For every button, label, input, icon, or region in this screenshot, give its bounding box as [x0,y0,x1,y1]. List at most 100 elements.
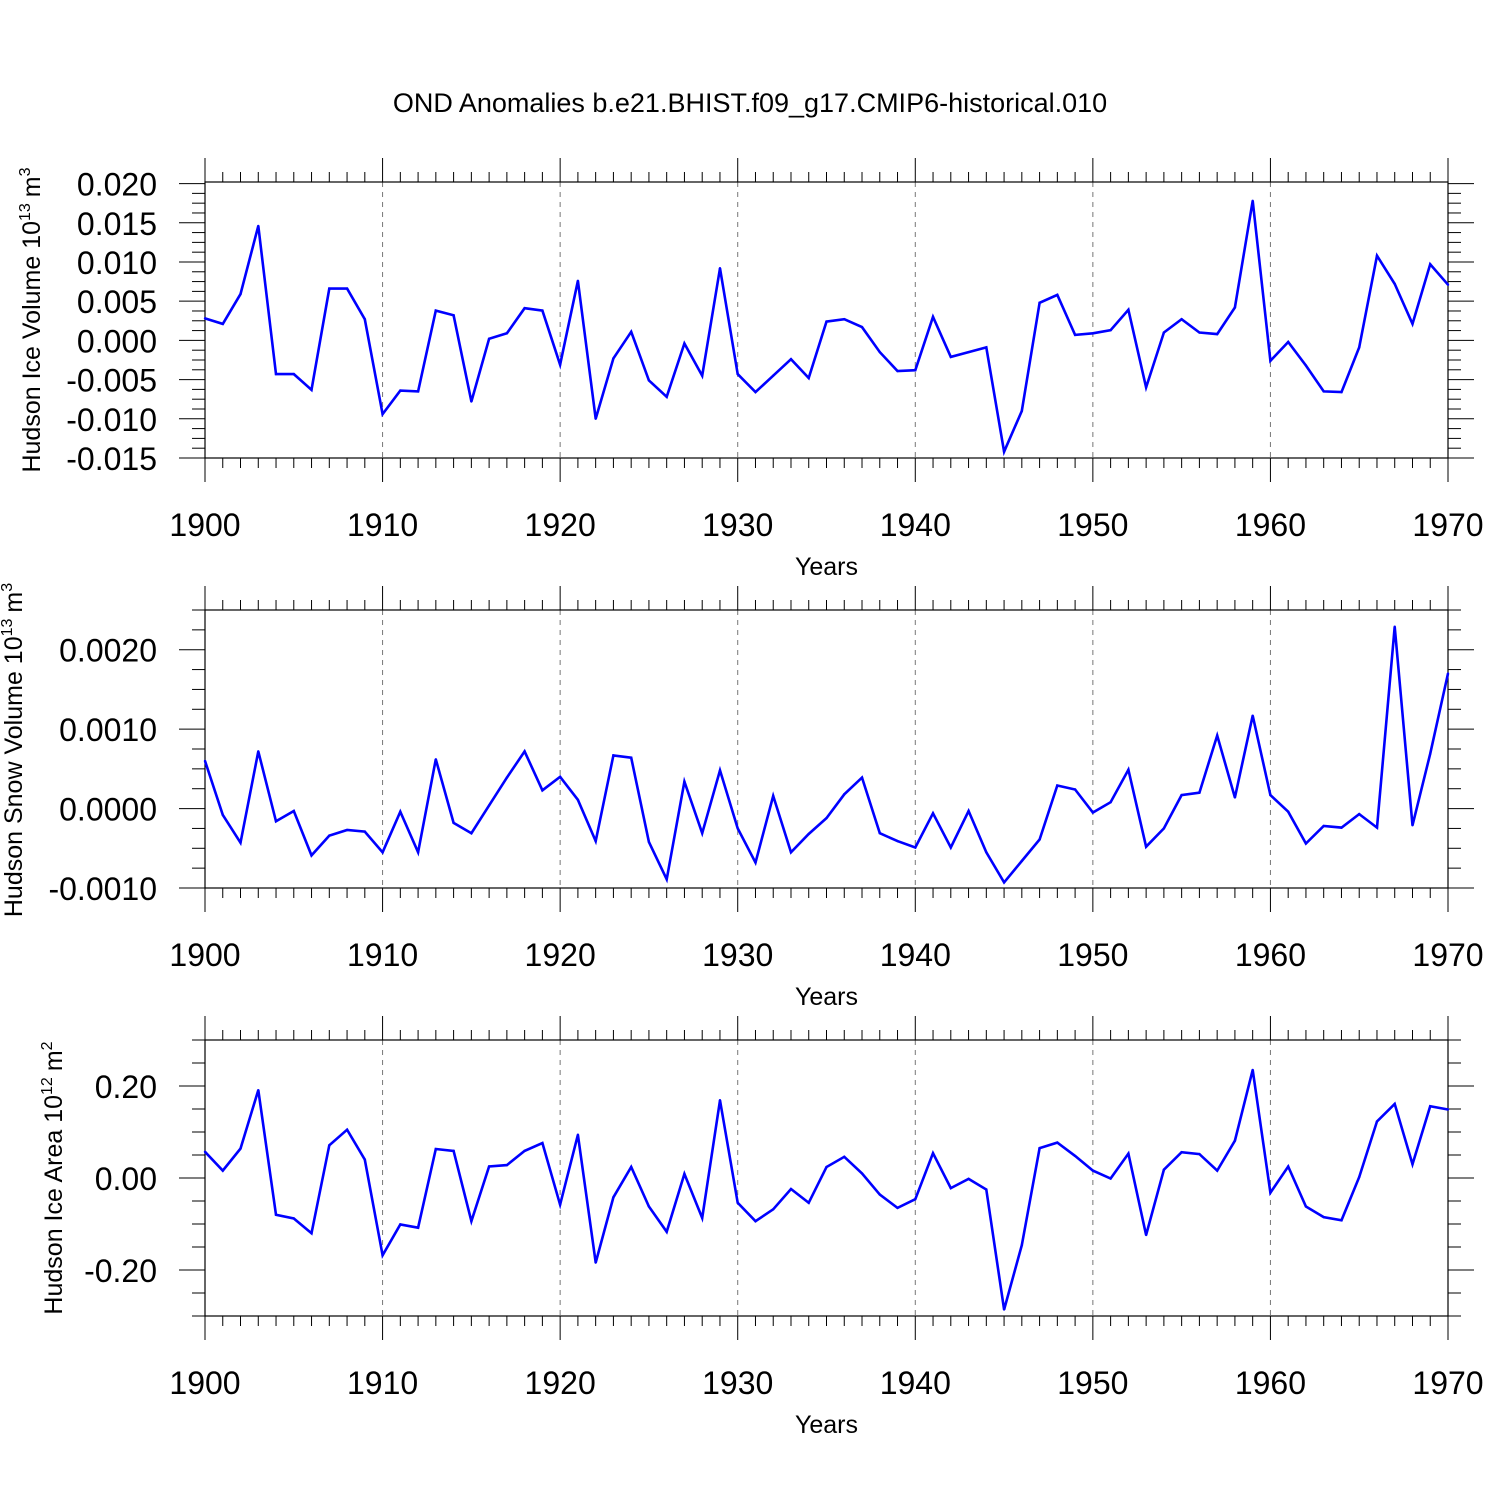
ice-area-y-axis-label-ylabel-unit-exp: 2 [39,1041,56,1050]
ice-volume-data-point [416,390,420,393]
ice-volume-y-axis-label-ylabel-exp: 13 [17,203,34,221]
ice-area-data-point [1340,1219,1343,1222]
ice-area-data-point [1215,1169,1219,1172]
snow-volume-data-point [1251,714,1254,717]
ice-area-x-tick-label: 1920 [525,1365,596,1401]
ice-volume-y-tick-label: 0.010 [77,245,157,281]
ice-volume-plot-frame [204,181,1449,459]
ice-area-data-point [1020,1243,1024,1247]
ice-area-plot-frame [204,1039,1449,1317]
snow-volume-data-point [843,793,846,796]
ice-volume-data-point [1251,199,1254,203]
snow-volume-data-point [931,812,935,815]
chart-title: OND Anomalies b.e21.BHIST.f09_g17.CMIP6-… [393,88,1107,118]
ice-area-data-point [736,1201,739,1205]
ice-area-data-point [1322,1215,1325,1219]
snow-volume-data-point [487,804,491,807]
snow-volume-data-point [1411,824,1414,827]
ice-volume-y-axis-label-ylabel-main: Hudson Ice Volume 10 [18,221,46,473]
snow-volume-data-point [381,851,384,854]
ice-volume-data-point [257,224,260,228]
snow-volume-data-point [576,798,580,802]
snow-volume-data-point [1429,752,1432,755]
ice-volume-data-point [967,350,970,354]
ice-area-x-tick-label: 1950 [1057,1365,1128,1401]
ice-area-data-point [541,1141,544,1145]
snow-volume-data-point [1286,810,1290,813]
ice-volume-data-point [292,372,295,376]
ice-area-data-point [434,1147,438,1151]
ice-volume-series-line [204,200,1449,457]
ice-volume-data-point [345,287,349,290]
snow-volume-data-point [416,851,420,854]
ice-area-y-tick-label: 0.00 [95,1161,157,1197]
ice-area-data-point [363,1158,367,1161]
ice-area-data-point [985,1188,988,1191]
snow-volume-data-point [1002,881,1006,884]
snow-volume-data-point [1038,838,1041,841]
snow-volume-y-axis-label-ylabel-unit-exp: 3 [0,583,16,592]
ice-area-data-point [381,1254,384,1257]
snow-volume-data-point [1162,827,1166,830]
ice-area-data-point [843,1155,846,1159]
ice-volume-y-tick-label: -0.005 [66,363,157,399]
snow-volume-data-point [1056,784,1059,787]
ice-area-data-point [1144,1233,1148,1237]
ice-volume-data-point [1286,340,1290,344]
snow-volume-panel: 1900 1910 1920 1930 1940 1950 1960 1970 Years 0.0… [0,583,1484,1011]
snow-volume-data-point [612,754,615,757]
ice-area-data-point [328,1144,331,1147]
ice-area-data-point [399,1223,402,1226]
ice-area-data-point [949,1186,952,1190]
ice-area-data-point [860,1172,864,1175]
ice-area-data-point [1393,1102,1396,1106]
ice-area-data-point [345,1128,349,1131]
ice-volume-y-axis-label-ylabel-unit-exp: 3 [17,167,34,176]
ice-area-data-point [1056,1141,1059,1144]
ice-volume-y-axis-label-ylabel-unit: m [18,176,46,197]
ice-volume-data-point [203,317,207,320]
snow-volume-data-point [825,816,828,820]
snow-volume-data-point [772,794,775,798]
ice-area-data-point [1091,1169,1095,1172]
ice-area-y-axis-label-ylabel-exp: 12 [39,1077,56,1095]
snow-volume-data-point [967,809,970,813]
snow-volume-x-tick-label: 1930 [702,937,773,973]
ice-volume-data-point [789,358,793,361]
snow-volume-data-point [1358,812,1361,816]
snow-volume-data-point [1269,793,1272,797]
ice-volume-x-tick-label: 1920 [525,507,596,543]
ice-volume-x-tick-label: 1930 [702,507,773,543]
ice-area-x-tick-label: 1910 [347,1365,418,1401]
ice-volume-data-point [274,372,278,376]
ice-volume-y-tick-label: 0.020 [77,167,157,203]
ice-volume-data-point [1198,331,1201,334]
ice-area-data-point [470,1220,473,1223]
ice-volume-data-point [1073,333,1077,337]
snow-volume-data-point [1233,796,1237,799]
ice-volume-data-point [665,395,668,399]
snow-volume-x-tick-label: 1970 [1412,937,1483,973]
snow-volume-data-point [452,821,455,825]
ice-volume-x-tick-label: 1940 [880,507,951,543]
ice-area-data-point [754,1220,757,1223]
ice-volume-x-axis-label: Years [795,553,858,581]
ice-area-x-tick-label: 1940 [880,1365,951,1401]
ice-volume-y-tick-label: -0.015 [66,441,157,477]
ice-area-x-tick-label: 1900 [169,1365,240,1401]
snow-volume-y-axis-label-ylabel-main: Hudson Snow Volume 10 [0,636,28,917]
ice-area-data-point [1233,1139,1237,1142]
snow-volume-x-tick-label: 1940 [880,937,951,973]
ice-area-data-point [487,1165,491,1168]
snow-volume-data-point [1073,788,1077,791]
snow-volume-data-point [523,750,526,753]
ice-area-data-point [1446,1108,1450,1111]
ice-volume-data-point [718,267,722,270]
ice-volume-data-point [1322,390,1325,393]
ice-volume-panel: 1900 1910 1920 1930 1940 1950 1960 1970 Years 0.0… [17,158,1484,581]
ice-volume-data-point [860,325,864,329]
ice-area-data-point [274,1213,278,1217]
ice-area-data-point [896,1206,899,1210]
snow-volume-data-point [203,759,207,763]
